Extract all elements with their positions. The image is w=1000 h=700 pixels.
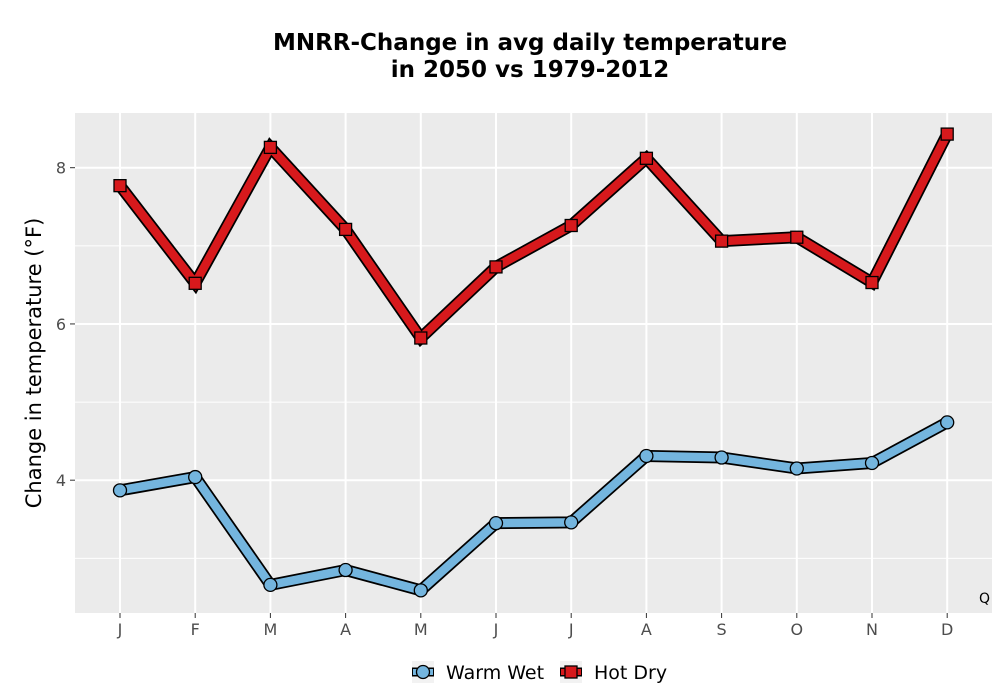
- series-line: [119, 418, 950, 596]
- series-line: [116, 132, 951, 345]
- legend-key-square: [564, 665, 578, 679]
- data-point-square: [263, 140, 278, 155]
- data-point-circle: [188, 469, 203, 485]
- legend-label: Hot Dry: [594, 662, 667, 684]
- series-hot-dry: [113, 127, 954, 348]
- y-tick-label: 6: [56, 315, 66, 334]
- chart-title: MNRR-Change in avg daily temperature in …: [0, 30, 1000, 84]
- plot-panel: [75, 113, 992, 613]
- data-point-circle: [112, 483, 128, 498]
- chart-title-line-1: MNRR-Change in avg daily temperature: [272, 30, 788, 56]
- legend-key-circle: [415, 664, 431, 680]
- y-axis-title: Change in temperature (°F): [22, 218, 46, 509]
- x-tick-label: F: [191, 620, 200, 639]
- data-point-square: [865, 275, 879, 290]
- x-tick-label: M: [414, 620, 428, 639]
- x-tick-label: O: [791, 620, 804, 639]
- data-point-circle: [864, 455, 880, 471]
- legend-label: Warm Wet: [446, 662, 544, 684]
- x-tick-label: M: [263, 620, 277, 639]
- grid-lines: [75, 113, 992, 613]
- legend: Warm Wet Hot Dry: [412, 661, 667, 684]
- y-tick-label: 8: [56, 159, 66, 178]
- legend-item-hot-dry: Hot Dry: [560, 661, 667, 684]
- legend-item-warm-wet: Warm Wet: [412, 661, 544, 684]
- data-point-square: [639, 151, 654, 165]
- data-point-circle: [338, 562, 353, 578]
- data-point-square: [790, 230, 804, 244]
- data-point-square: [489, 260, 503, 274]
- x-tick-label: N: [866, 620, 878, 639]
- data-point-circle: [940, 415, 955, 430]
- data-point-square: [113, 179, 127, 193]
- x-tick-label: A: [340, 620, 351, 639]
- data-point-circle: [488, 516, 504, 531]
- x-tick-label: A: [641, 620, 652, 639]
- corner-label: Q: [979, 591, 990, 607]
- y-axis: 4 6 8: [56, 159, 75, 490]
- data-point-square: [714, 234, 729, 248]
- series-warm-wet: [112, 415, 955, 598]
- x-tick-label: J: [493, 620, 499, 639]
- x-tick-label: D: [941, 620, 953, 639]
- y-tick-label: 4: [56, 471, 66, 490]
- data-point-square: [338, 222, 353, 237]
- series-layer: [112, 127, 955, 598]
- data-point-circle: [639, 448, 654, 464]
- data-point-square: [414, 331, 428, 345]
- data-point-circle: [263, 577, 278, 593]
- data-point-circle: [789, 461, 804, 476]
- x-tick-label: J: [117, 620, 123, 639]
- x-tick-label: S: [717, 620, 727, 639]
- data-point-circle: [564, 515, 579, 530]
- chart-title-line-2: in 2050 vs 1979-2012: [390, 57, 670, 83]
- data-point-square: [188, 276, 202, 290]
- data-point-square: [940, 127, 954, 141]
- data-point-circle: [714, 450, 729, 465]
- x-tick-label: J: [568, 620, 574, 639]
- data-point-square: [564, 218, 578, 233]
- data-point-circle: [413, 583, 428, 598]
